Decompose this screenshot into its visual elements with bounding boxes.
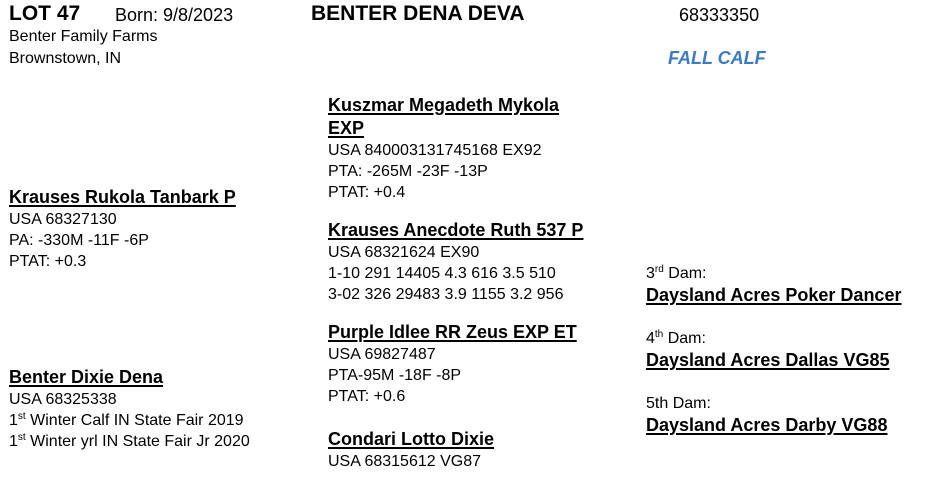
sire-reg: USA 68327130 (9, 211, 117, 228)
birth-date: Born: 9/8/2023 (115, 5, 234, 25)
sire-sire-ptat: PTAT: +0.4 (328, 184, 406, 201)
sire-sire-name: Kuszmar Megadeth Mykola (328, 95, 560, 115)
sire-dam-reg: USA 68321624 EX90 (328, 244, 480, 261)
sire-sire-reg: USA 840003131745168 EX92 (328, 142, 542, 159)
third-dam-block: 3rd Dam: Daysland Acres Poker Dancer (646, 263, 901, 307)
fourth-dam-block: 4th Dam: Daysland Acres Dallas VG85 (646, 328, 889, 372)
dam-sire-pta: PTA-95M -18F -8P (328, 367, 462, 384)
dam-sire-name: Purple Idlee RR Zeus EXP ET (328, 322, 577, 342)
fourth-dam-label: 4th Dam: (646, 329, 706, 347)
lot-number: LOT 47 (9, 2, 81, 25)
third-dam-name: Daysland Acres Poker Dancer (646, 285, 902, 305)
sire-name: Krauses Rukola Tanbark P (9, 187, 236, 207)
fourth-dam-name: Daysland Acres Dallas VG85 (646, 350, 890, 370)
sire-dam-name: Krauses Anecdote Ruth 537 P (328, 220, 584, 240)
location: Brownstown, IN (9, 50, 122, 67)
fifth-dam-label: 5th Dam: (646, 395, 711, 412)
dam-name: Benter Dixie Dena (9, 367, 164, 387)
dam-dam-block: Condari Lotto Dixie USA 68315612 VG87 (328, 428, 494, 472)
sire-ptat: PTAT: +0.3 (9, 253, 87, 270)
sire-block: Krauses Rukola Tanbark P USA 68327130 PA… (9, 186, 236, 272)
class-label: FALL CALF (668, 48, 766, 68)
fifth-dam-block: 5th Dam: Daysland Acres Darby VG88 (646, 393, 887, 437)
fifth-dam-name: Daysland Acres Darby VG88 (646, 415, 888, 435)
third-dam-label: 3rd Dam: (646, 264, 707, 282)
sire-dam-block: Krauses Anecdote Ruth 537 P USA 68321624… (328, 219, 583, 305)
dam-dam-reg: USA 68315612 VG87 (328, 453, 482, 470)
sire-sire-block: Kuszmar Megadeth Mykola EXP USA 84000313… (328, 94, 559, 203)
dam-sire-reg: USA 69827487 (328, 346, 436, 363)
dam-sire-ptat: PTAT: +0.6 (328, 388, 406, 405)
sire-sire-name-cont: EXP (328, 118, 365, 138)
dam-award: 1st Winter Calf IN State Fair 2019 (9, 411, 244, 429)
sire-dam-record-1: 1-10 291 14405 4.3 616 3.5 510 (328, 265, 556, 282)
dam-sire-block: Purple Idlee RR Zeus EXP ET USA 69827487… (328, 321, 577, 407)
animal-name: BENTER DENA DEVA (311, 2, 525, 25)
registration-number: 68333350 (679, 5, 760, 25)
dam-reg: USA 68325338 (9, 391, 117, 408)
sire-sire-pta: PTA: -265M -23F -13P (328, 163, 488, 180)
consignor: Benter Family Farms (9, 28, 158, 45)
dam-block: Benter Dixie Dena USA 68325338 1st Winte… (9, 366, 250, 452)
dam-dam-name: Condari Lotto Dixie (328, 429, 494, 449)
sire-dam-record-2: 3-02 326 29483 3.9 1155 3.2 956 (328, 286, 564, 303)
dam-award: 1st Winter yrl IN State Fair Jr 2020 (9, 432, 250, 450)
sire-pa: PA: -330M -11F -6P (9, 232, 149, 249)
